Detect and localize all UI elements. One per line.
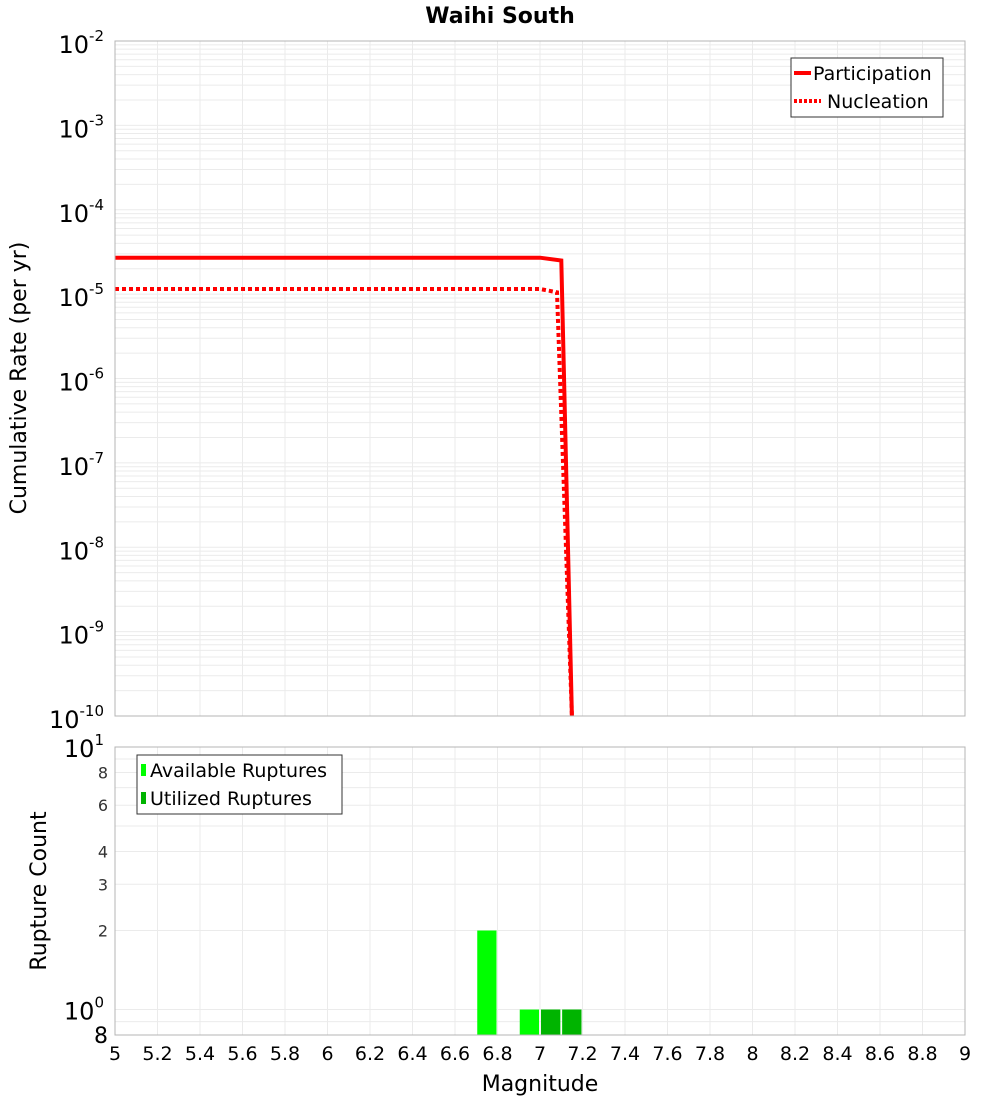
x-tick-label: 6 xyxy=(321,1043,333,1065)
x-tick-label: 5.4 xyxy=(185,1043,215,1065)
x-tick-label: 5.6 xyxy=(227,1043,257,1065)
legend-nucleation: Nucleation xyxy=(827,91,929,113)
utilized-rupture-bar xyxy=(541,1009,561,1035)
y-tick-label: 10-8 xyxy=(58,533,104,565)
participation-line xyxy=(115,255,574,716)
legend-lower: Available Ruptures Utilized Ruptures xyxy=(136,754,343,815)
x-tick-label: 6.6 xyxy=(440,1043,470,1065)
x-tick-label: 7.2 xyxy=(567,1043,597,1065)
x-tick-label: 5 xyxy=(109,1043,121,1065)
y-tick-label: 10-4 xyxy=(58,196,104,228)
y-tick-label: 8 xyxy=(98,763,108,782)
y-tick-label: 10-2 xyxy=(58,27,104,59)
y-tick-label: 2 xyxy=(98,922,108,941)
y-tick-label: 100 xyxy=(64,994,104,1026)
x-tick-label: 6.2 xyxy=(355,1043,385,1065)
legend-upper: Participation Nucleation xyxy=(790,57,944,118)
y-tick-label: 10-5 xyxy=(58,280,104,312)
utilized-rupture-bar xyxy=(562,1009,582,1035)
x-tick-label: 8.4 xyxy=(822,1043,852,1065)
y-tick-label: 10-6 xyxy=(58,365,104,397)
y-tick-label: 10-10 xyxy=(49,702,104,734)
x-tick-label: 7.4 xyxy=(610,1043,640,1065)
y-tick-label: 101 xyxy=(64,731,104,763)
x-tick-label: 6.8 xyxy=(482,1043,512,1065)
x-tick-label: 5.2 xyxy=(142,1043,172,1065)
chart-title: Waihi South xyxy=(425,4,575,29)
y-tick-label: 3 xyxy=(98,875,108,894)
legend-available: Available Ruptures xyxy=(150,760,327,782)
nucleation-line xyxy=(115,287,574,716)
x-tick-label: 8 xyxy=(746,1043,758,1065)
available-rupture-bar xyxy=(477,930,497,1035)
legend-utilized: Utilized Ruptures xyxy=(150,788,312,810)
y-axis-label-lower: Rupture Count xyxy=(27,811,52,971)
x-axis-label: Magnitude xyxy=(482,1072,599,1097)
legend-participation: Participation xyxy=(813,63,932,85)
y-tick-label: 8 xyxy=(94,1024,108,1049)
y-tick-label: 10-7 xyxy=(58,449,104,481)
y-tick-label: 6 xyxy=(98,796,108,815)
x-tick-label: 8.6 xyxy=(865,1043,895,1065)
x-tick-label: 8.8 xyxy=(907,1043,937,1065)
x-tick-label: 6.4 xyxy=(397,1043,427,1065)
x-tick-label: 8.2 xyxy=(780,1043,810,1065)
x-tick-label: 7.6 xyxy=(652,1043,682,1065)
x-tick-label: 9 xyxy=(959,1043,971,1065)
x-tick-label: 7.8 xyxy=(695,1043,725,1065)
y-axis-label-upper: Cumulative Rate (per yr) xyxy=(7,242,32,515)
available-rupture-bar xyxy=(519,1009,539,1035)
x-tick-label: 5.8 xyxy=(270,1043,300,1065)
upper-plot: 10-2 10-3 10-4 10-5 10-6 10-7 10-8 10-9 10-10 Par… xyxy=(49,27,966,734)
y-tick-label: 10-3 xyxy=(58,111,104,143)
y-tick-label: 4 xyxy=(98,842,108,861)
x-tick-label: 7 xyxy=(534,1043,546,1065)
y-tick-label: 10-9 xyxy=(58,618,104,650)
